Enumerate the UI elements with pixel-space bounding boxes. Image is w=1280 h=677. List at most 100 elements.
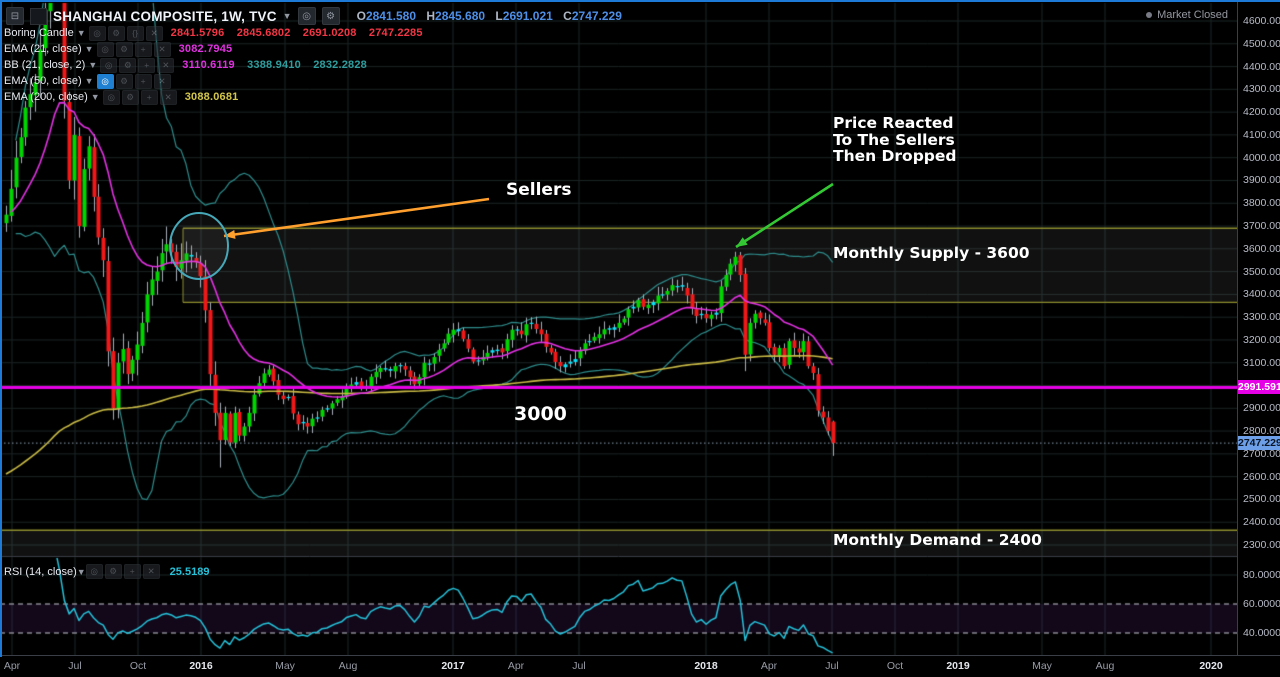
plus-icon[interactable]: + <box>123 564 141 579</box>
price-axis-label: 4200.000 <box>1243 106 1280 119</box>
legend-row-rsi: RSI (14, close) ▼ ◎ ⚙ + ✕ 25.5189 <box>4 564 209 579</box>
time-axis-label: 2020 <box>1199 660 1223 672</box>
high-label: H <box>426 9 436 23</box>
gear-icon[interactable]: ⚙ <box>104 564 122 579</box>
indicator-value: 2691.0208 <box>302 27 357 39</box>
time-axis-label: Jul <box>68 660 82 672</box>
eye-icon[interactable]: ◎ <box>102 89 120 105</box>
rsi-axis-label: 80.0000 <box>1243 569 1280 581</box>
price-axis-label: 3300.000 <box>1243 311 1280 324</box>
eye-icon[interactable]: ◎ <box>96 73 114 89</box>
rsi-axis-label: 40.0000 <box>1243 627 1280 639</box>
chevron-down-icon[interactable]: ▼ <box>84 44 94 54</box>
indicator-value: 3110.6119 <box>182 59 235 71</box>
indicator-value: 2845.6802 <box>236 27 291 39</box>
price-level-label: 2991.591 <box>1238 380 1280 395</box>
indicator-title[interactable]: EMA (200, close) <box>4 91 88 103</box>
time-axis-label: Jul <box>572 660 586 672</box>
close-value: 2747.229 <box>571 9 622 23</box>
close-icon[interactable]: ✕ <box>157 57 175 73</box>
indicator-title[interactable]: Boring Candle <box>4 27 74 39</box>
source-code-icon[interactable]: {} <box>126 25 144 41</box>
eye-icon[interactable]: ◎ <box>100 57 118 73</box>
annotation-monthly-supply[interactable]: Monthly Supply - 3600 <box>833 244 1030 262</box>
legend-row-ema50: EMA (50, close) ▼ ◎ ⚙ + ✕ <box>4 73 432 89</box>
open-label: O <box>356 9 366 23</box>
indicator-value: 2747.2285 <box>368 27 423 39</box>
price-axis[interactable]: 2991.591 2747.229 4600.000 4500.000 4400.0… <box>1237 0 1280 655</box>
indicator-title[interactable]: BB (21, close, 2) <box>4 59 86 71</box>
price-axis-label: 3400.000 <box>1243 288 1280 301</box>
time-axis[interactable]: Apr Jul Oct 2016 May Aug 2017 Apr Jul 2018 Apr Jul O… <box>0 655 1280 677</box>
annotation-price-reacted[interactable]: Price Reacted To The Sellers Then Droppe… <box>833 114 957 166</box>
close-icon[interactable]: ✕ <box>153 41 171 57</box>
market-status-dot-icon <box>1146 12 1153 18</box>
chevron-down-icon[interactable]: ▼ <box>76 566 86 577</box>
indicator-title[interactable]: EMA (21, close) <box>4 43 82 55</box>
close-icon[interactable]: ✕ <box>142 564 160 579</box>
legend-row-ema21: EMA (21, close) ▼ ◎ ⚙ + ✕ 3082.7945 <box>4 41 432 57</box>
indicator-value: 3388.9410 <box>247 59 301 71</box>
annotation-3000-level[interactable]: 3000 <box>514 403 567 425</box>
indicator-title[interactable]: RSI (14, close) <box>4 565 77 578</box>
close-icon[interactable]: ✕ <box>145 25 163 41</box>
chevron-down-icon[interactable]: ▼ <box>84 76 94 86</box>
gear-icon[interactable]: ⚙ <box>121 89 139 105</box>
indicator-value: 3082.7945 <box>178 43 233 55</box>
gear-icon[interactable]: ⚙ <box>115 73 133 89</box>
time-axis-label: Aug <box>338 660 358 672</box>
price-axis-label: 2700.000 <box>1243 447 1280 460</box>
time-axis-label: 2017 <box>441 660 465 672</box>
eye-icon[interactable]: ◎ <box>85 564 103 579</box>
time-axis-label: Apr <box>3 660 21 672</box>
price-chart-canvas[interactable] <box>0 0 1237 655</box>
current-price-label: 2747.229 <box>1238 436 1280 451</box>
collapse-legend-icon[interactable]: ⊟ <box>6 7 24 25</box>
annotation-monthly-demand[interactable]: Monthly Demand - 2400 <box>833 531 1042 549</box>
price-axis-label: 2800.000 <box>1243 425 1280 438</box>
time-axis-label: Oct <box>886 660 904 672</box>
chevron-down-icon[interactable]: ▼ <box>282 11 292 21</box>
symbol-title[interactable]: SHANGHAI COMPOSITE, 1W, TVC <box>53 8 277 24</box>
indicator-title[interactable]: EMA (50, close) <box>4 75 82 87</box>
close-icon[interactable]: ✕ <box>153 73 171 89</box>
symbol-header: ⊟ SHANGHAI COMPOSITE, 1W, TVC ▼ ◎ ⚙ O284… <box>6 7 622 25</box>
price-axis-label: 4100.000 <box>1243 128 1280 141</box>
indicator-value: 2841.5796 <box>170 27 225 39</box>
plus-icon[interactable]: + <box>140 89 158 105</box>
chevron-down-icon[interactable]: ▼ <box>88 60 98 70</box>
eye-icon[interactable]: ◎ <box>297 7 316 25</box>
plus-icon[interactable]: + <box>134 41 152 57</box>
time-axis-label: 2019 <box>946 660 970 672</box>
legend-row-ema200: EMA (200, close) ▼ ◎ ⚙ + ✕ 3088.0681 <box>4 89 432 105</box>
eye-icon[interactable]: ◎ <box>96 41 114 57</box>
time-axis-label: May <box>1032 660 1052 672</box>
price-axis-label: 3700.000 <box>1243 220 1280 233</box>
gear-icon[interactable]: ⚙ <box>119 57 137 73</box>
high-value: 2845.680 <box>435 9 486 23</box>
indicator-value: 2832.2828 <box>313 59 367 71</box>
plus-icon[interactable]: + <box>134 73 152 89</box>
price-axis-label: 3100.000 <box>1243 356 1280 369</box>
price-axis-label: 2300.000 <box>1243 539 1280 551</box>
chevron-down-icon[interactable]: ▼ <box>90 92 100 102</box>
indicator-legend: Boring Candle ▼ ◎ ⚙ {} ✕ 2841.5796 2845.… <box>4 25 432 105</box>
pane-selected-border-top <box>0 0 1280 2</box>
annotation-sellers[interactable]: Sellers <box>506 180 572 200</box>
chevron-down-icon[interactable]: ▼ <box>76 28 86 38</box>
eye-icon[interactable]: ◎ <box>88 25 106 41</box>
plus-icon[interactable]: + <box>138 57 156 73</box>
pane-selected-border-left <box>0 0 2 657</box>
price-axis-label: 4600.000 <box>1243 15 1280 27</box>
time-axis-label: 2016 <box>189 660 213 672</box>
legend-row-boring-candle: Boring Candle ▼ ◎ ⚙ {} ✕ 2841.5796 2845.… <box>4 25 432 41</box>
gear-icon[interactable]: ⚙ <box>115 41 133 57</box>
gear-icon[interactable]: ⚙ <box>321 7 340 25</box>
open-value: 2841.580 <box>365 9 416 23</box>
time-axis-label: Aug <box>1095 660 1115 672</box>
close-icon[interactable]: ✕ <box>159 89 177 105</box>
time-axis-label: Apr <box>760 660 778 672</box>
price-axis-label: 2400.000 <box>1243 516 1280 529</box>
gear-icon[interactable]: ⚙ <box>107 25 125 41</box>
time-axis-label: May <box>275 660 295 672</box>
